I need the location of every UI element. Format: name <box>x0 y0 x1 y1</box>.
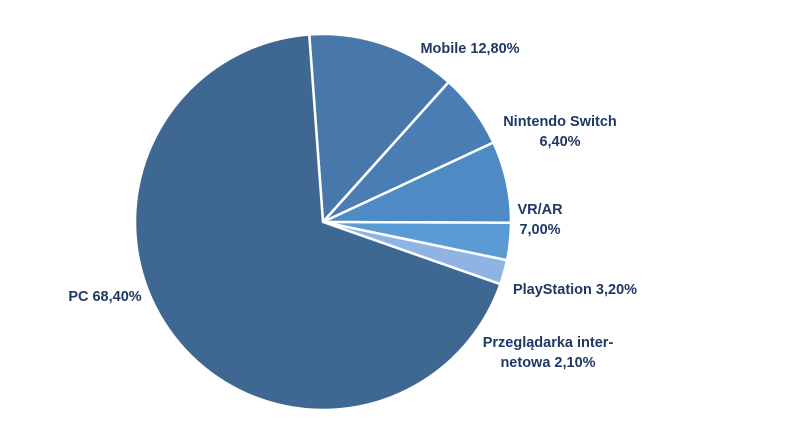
pie-label-playstation: PlayStation 3,20% <box>513 282 637 298</box>
pie-label-pc: PC 68,40% <box>68 289 141 305</box>
pie-label-przegladarka-internetowa: Przeglądarka inter-netowa 2,10% <box>483 335 614 371</box>
pie-labels: Mobile 12,80% Nintendo Switch 6,40% VR/AR 7,… <box>68 41 637 371</box>
pie-label-vr-ar: VR/AR 7,00% <box>517 202 563 238</box>
pie-label-line: PC 68,40% <box>68 289 141 305</box>
pie-label-line: Przeglądarka inter- <box>483 335 614 351</box>
pie-label-line: Nintendo Switch <box>503 114 617 130</box>
pie-label-line: Mobile 12,80% <box>420 41 519 57</box>
pie-label-line: PlayStation 3,20% <box>513 282 637 298</box>
pie-label-line: 7,00% <box>519 222 560 238</box>
pie-label-nintendo-switch: Nintendo Switch 6,40% <box>503 114 617 150</box>
pie-slice-pc <box>133 33 502 412</box>
pie-label-mobile: Mobile 12,80% <box>420 41 519 57</box>
pie-slices <box>133 32 513 412</box>
pie-slice-mobile <box>307 32 450 224</box>
pie-label-line: netowa 2,10% <box>500 355 595 371</box>
pie-label-line: VR/AR <box>517 202 563 218</box>
pie-label-line: 6,40% <box>539 134 580 150</box>
